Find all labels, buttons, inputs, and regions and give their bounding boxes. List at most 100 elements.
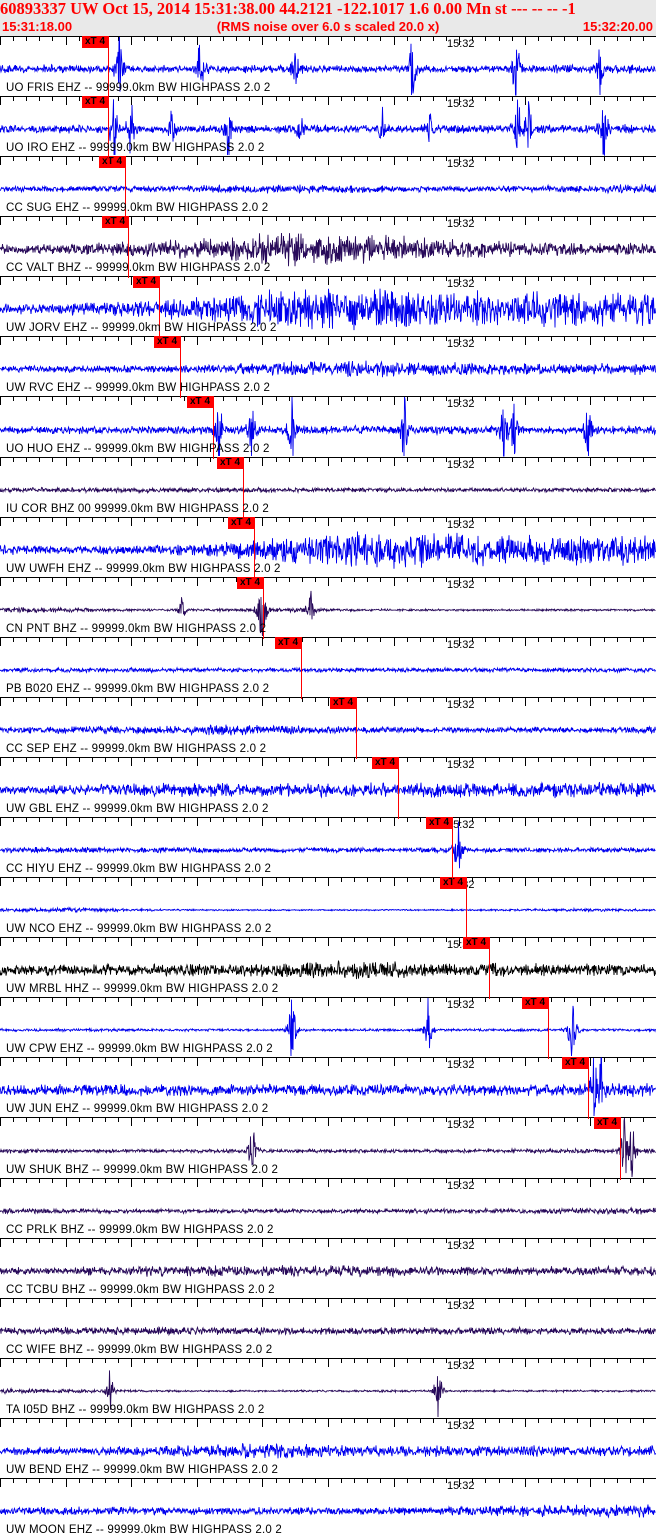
trace-row[interactable]: 15:32 xT 4 UW RVC EHZ -- 99999.0km BW HIGH… (0, 336, 656, 396)
trace-row[interactable]: 15:32 xT 4 IU COR BHZ 00 99999.0km BW HIGH… (0, 457, 656, 517)
trace-row[interactable]: 15:32 xT 4 CC HIYU EHZ -- 99999.0km BW HIG… (0, 817, 656, 877)
axis-tick-major (459, 37, 460, 45)
pick-line[interactable] (489, 937, 490, 997)
pick-line[interactable] (108, 96, 109, 156)
pick-label[interactable]: xT 4 (228, 517, 255, 529)
pick-line[interactable] (548, 997, 549, 1057)
pick-line[interactable] (301, 637, 302, 697)
trace-row[interactable]: 15:32 xT 4 PB B020 EHZ -- 99999.0km BW HIG… (0, 637, 656, 697)
pick-label[interactable]: xT 4 (217, 457, 244, 469)
pick-label[interactable]: xT 4 (237, 577, 264, 589)
axis-tick-minor (13, 1299, 14, 1303)
axis-tick-major (328, 578, 329, 586)
trace-row[interactable]: 15:32 xT 4 UW CPW EHZ -- 99999.0km BW HIGH… (0, 997, 656, 1057)
pick-label[interactable]: xT 4 (463, 937, 490, 949)
pick-line[interactable] (452, 817, 453, 877)
trace-row[interactable]: 15:32 CC TCBU BHZ -- 99999.0km BW HIGHPAS… (0, 1238, 656, 1298)
trace-row[interactable]: 15:32 xT 4 CC SUG EHZ -- 99999.0km BW HIGH… (0, 156, 656, 216)
axis-tick-minor (171, 97, 172, 101)
axis-tick-minor (564, 818, 565, 822)
axis-tick-minor (118, 578, 119, 582)
pick-label[interactable]: xT 4 (187, 396, 214, 408)
pick-label[interactable]: xT 4 (440, 877, 467, 889)
pick-line[interactable] (254, 517, 255, 577)
axis-tick-minor (210, 1239, 211, 1243)
trace-row[interactable]: 15:32 xT 4 UW SHUK BHZ -- 99999.0km BW HIG… (0, 1117, 656, 1178)
trace-row[interactable]: 15:32 xT 4 UO FRIS EHZ -- 99999.0km BW HIG… (0, 36, 656, 96)
pick-line[interactable] (128, 216, 129, 276)
trace-row[interactable]: 15:32 CC WIFE BHZ -- 99999.0km BW HIGHPAS… (0, 1298, 656, 1358)
pick-line[interactable] (588, 1057, 589, 1117)
axis-time-label: 15:32 (447, 1059, 475, 1071)
pick-line[interactable] (466, 877, 467, 937)
axis-tick-minor (26, 1299, 27, 1303)
trace-row[interactable]: 15:32 UW MOON EHZ -- 99999.0km BW HIGHPAS… (0, 1478, 656, 1538)
axis-tick-minor (223, 998, 224, 1002)
trace-row[interactable]: 15:32 xT 4 UW MRBL HHZ -- 99999.0km BW HIG… (0, 937, 656, 997)
trace-row[interactable]: 15:32 TA I05D BHZ -- 99999.0km BW HIGHPAS… (0, 1358, 656, 1418)
pick-line[interactable] (159, 276, 160, 336)
pick-label[interactable]: xT 4 (82, 36, 109, 48)
axis-tick-major (394, 1479, 395, 1487)
axis-tick-minor (341, 458, 342, 462)
axis-tick-major (262, 337, 263, 345)
pick-line[interactable] (180, 336, 181, 396)
axis-tick-minor (52, 1058, 53, 1062)
axis-tick-minor (499, 1239, 500, 1243)
axis-tick-minor (26, 217, 27, 221)
axis-tick-minor (472, 37, 473, 41)
axis-tick-minor (551, 1118, 552, 1122)
trace-row[interactable]: 15:32 xT 4 CN PNT BHZ -- 99999.0km BW HIGH… (0, 577, 656, 637)
pick-line[interactable] (398, 757, 399, 817)
axis-tick-minor (630, 217, 631, 221)
trace-row[interactable]: 15:32 xT 4 UW JORV EHZ -- 99999.0km BW HIG… (0, 276, 656, 336)
axis-tick-major (262, 217, 263, 225)
axis-tick-minor (485, 1118, 486, 1122)
trace-row[interactable]: 15:32 xT 4 UO IRO EHZ -- 99999.0km BW HIGH… (0, 96, 656, 156)
trace-row[interactable]: 15:32 xT 4 UW UWFH EHZ -- 99999.0km BW HIG… (0, 517, 656, 577)
axis-tick-minor (420, 1299, 421, 1303)
axis-tick-minor (551, 1239, 552, 1243)
axis-tick-minor (577, 397, 578, 401)
trace-row[interactable]: 15:32 UW BEND EHZ -- 99999.0km BW HIGHPAS… (0, 1418, 656, 1478)
pick-label[interactable]: xT 4 (522, 997, 549, 1009)
axis-tick-minor (538, 397, 539, 401)
axis-tick-minor (92, 458, 93, 462)
trace-row[interactable]: 15:32 xT 4 UW GBL EHZ -- 99999.0km BW HIGH… (0, 757, 656, 817)
trace-row[interactable]: 15:32 CC PRLK BHZ -- 99999.0km BW HIGHPAS… (0, 1178, 656, 1238)
pick-line[interactable] (213, 396, 214, 457)
axis-tick-minor (446, 1419, 447, 1423)
pick-label[interactable]: xT 4 (99, 156, 126, 168)
pick-label[interactable]: xT 4 (133, 276, 160, 288)
axis-tick-minor (52, 337, 53, 341)
pick-line[interactable] (125, 156, 126, 216)
pick-line[interactable] (620, 1117, 621, 1178)
pick-label[interactable]: xT 4 (82, 96, 109, 108)
axis-tick-minor (433, 277, 434, 281)
pick-label[interactable]: xT 4 (154, 336, 181, 348)
pick-label[interactable]: xT 4 (372, 757, 399, 769)
axis-tick-minor (577, 1179, 578, 1183)
pick-label[interactable]: xT 4 (426, 817, 453, 829)
pick-line[interactable] (356, 697, 357, 757)
axis-tick-minor (184, 1419, 185, 1423)
pick-label[interactable]: xT 4 (102, 216, 129, 228)
trace-row[interactable]: 15:32 xT 4 CC SEP EHZ -- 99999.0km BW HIGH… (0, 697, 656, 757)
trace-row[interactable]: 15:32 xT 4 UO HUO EHZ -- 99999.0km BW HIGH… (0, 396, 656, 457)
trace-row[interactable]: 15:32 xT 4 CC VALT BHZ -- 99999.0km BW HIG… (0, 216, 656, 276)
pick-line[interactable] (243, 457, 244, 517)
trace-row[interactable]: 15:32 xT 4 UW JUN EHZ -- 99999.0km BW HIGH… (0, 1057, 656, 1117)
axis-tick-minor (39, 37, 40, 41)
pick-label[interactable]: xT 4 (330, 697, 357, 709)
axis-tick-minor (26, 698, 27, 702)
axis-tick-minor (289, 1058, 290, 1062)
pick-label[interactable]: xT 4 (275, 637, 302, 649)
axis-tick-major (0, 277, 1, 285)
pick-label[interactable]: xT 4 (562, 1057, 589, 1069)
axis-tick-minor (472, 97, 473, 101)
axis-tick-minor (289, 1419, 290, 1423)
pick-line[interactable] (263, 577, 264, 637)
pick-label[interactable]: xT 4 (594, 1117, 621, 1129)
pick-line[interactable] (108, 36, 109, 96)
